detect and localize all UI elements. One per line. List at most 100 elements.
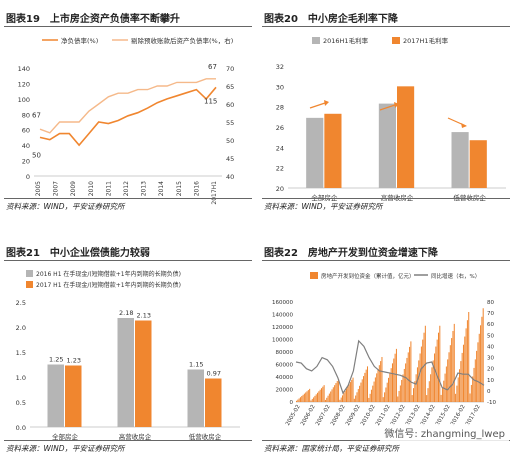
- bar: [47, 364, 64, 427]
- y-tick-label: 1.5: [16, 349, 26, 357]
- panel-debt-ratio: 图表19 上市房企资产负债率不断攀升 0 20 40 60 80 100 120 140 40 4…: [4, 8, 252, 218]
- y-tick-label: 80000: [276, 350, 294, 356]
- bar: [332, 387, 334, 402]
- bar: [326, 397, 328, 402]
- panel-title: 图表19 上市房企资产负债率不断攀升: [6, 14, 180, 25]
- bar: [407, 352, 409, 402]
- y-tick-label: 0.5: [16, 399, 26, 407]
- bar: [369, 393, 371, 402]
- panel-title: 图表21 中小企业偿债能力较弱: [6, 248, 150, 259]
- y-tick-label: 22: [276, 165, 284, 173]
- bar: [405, 363, 407, 402]
- legend-label: 房地产开发到位资金（累计值，亿元）: [321, 272, 415, 280]
- y2-tick-label: 30: [487, 356, 494, 362]
- bar: [306, 117, 324, 188]
- bar: [345, 388, 347, 402]
- data-label: 1.23: [67, 357, 81, 365]
- y-tick-label: 0: [26, 173, 30, 181]
- bar: [439, 325, 441, 402]
- bar: [348, 384, 350, 402]
- bar: [342, 395, 344, 402]
- y2-tick-label: 20: [487, 367, 494, 373]
- y-tick-label: 60: [22, 127, 30, 135]
- trend-arrowhead: [324, 100, 329, 106]
- legend-label: 2017H1毛利率: [403, 36, 449, 45]
- bar: [117, 318, 134, 427]
- legend-swatch: [26, 270, 33, 277]
- y-tick-label: 120000: [272, 325, 293, 331]
- bar: [359, 385, 361, 402]
- legend-label: 净负债率(%): [61, 36, 98, 45]
- panel-title-bar: 图表19 上市房企资产负债率不断攀升: [4, 8, 252, 27]
- panel-title-bar: 图表21 中小企业偿债能力较弱: [4, 242, 252, 261]
- y-tick-label: 1.0: [16, 374, 26, 382]
- bar: [311, 398, 313, 402]
- bar: [361, 379, 363, 402]
- bar: [378, 103, 396, 188]
- bar: [364, 372, 366, 402]
- bar: [376, 373, 378, 402]
- bar: [366, 366, 369, 402]
- bar: [445, 366, 447, 402]
- data-annotation: 115: [204, 97, 217, 105]
- y2-tick-label: 40: [487, 344, 494, 350]
- bar: [368, 397, 370, 402]
- bar: [335, 383, 337, 402]
- bar: [328, 393, 330, 402]
- bar: [374, 377, 376, 402]
- x-tick-label: 2013: [141, 181, 148, 196]
- bar: [380, 361, 382, 402]
- bar: [360, 382, 362, 402]
- y2-tick-label: 45: [226, 155, 234, 163]
- bar: [416, 367, 418, 402]
- bar: [310, 400, 312, 402]
- bar: [323, 385, 325, 402]
- bar: [478, 333, 480, 402]
- bar: [469, 140, 487, 188]
- bar: [476, 350, 478, 402]
- x-tick-label: 高营收房企: [381, 193, 414, 202]
- series-line: [39, 86, 217, 147]
- x-tick-label: 低营收房企: [189, 432, 222, 441]
- y-tick-label: 140: [18, 65, 30, 73]
- solvency-chart: 0.0 0.5 1.0 1.5 2.0 2.5 1.25 1.23 全部房企 2.18 2.13 高营…: [16, 270, 240, 441]
- bar: [466, 320, 468, 402]
- bar: [477, 342, 479, 402]
- bar: [457, 377, 459, 402]
- bar: [426, 395, 428, 402]
- bar: [418, 360, 420, 402]
- trend-arrowhead: [394, 102, 399, 108]
- bar: [313, 397, 315, 402]
- y-tick-label: 24: [276, 144, 284, 152]
- y-tick-label: 20: [276, 185, 284, 193]
- bar: [414, 381, 416, 402]
- x-tick-label: 2005: [35, 181, 42, 196]
- y2-tick-label: 70: [487, 311, 494, 317]
- bar: [351, 379, 353, 402]
- y-tick-label: 26: [276, 124, 284, 132]
- bar: [428, 381, 430, 402]
- bar: [309, 388, 311, 402]
- bar: [415, 374, 417, 402]
- bar: [399, 385, 401, 402]
- bar: [444, 373, 446, 402]
- y2-tick-label: 50: [226, 137, 234, 145]
- y-tick-label: 40000: [276, 375, 294, 381]
- source-note: 资料来源：WIND，平安证券研究所: [6, 202, 125, 211]
- bar: [448, 352, 450, 402]
- x-tick-label: 2015: [176, 181, 183, 196]
- bar: [377, 369, 379, 402]
- bar: [443, 380, 445, 402]
- bar: [297, 399, 299, 402]
- bar: [401, 379, 403, 402]
- bar: [330, 391, 332, 402]
- y2-tick-label: 60: [226, 101, 234, 109]
- series-line: [295, 339, 485, 395]
- legend-label: 2016 H1 在手现金/(短期借款+1年内到期的长期负债): [36, 270, 181, 278]
- data-annotation: 67: [208, 63, 217, 71]
- funding-chart: 0 20000 40000 60000 80000 100000 120000 140000 1…: [272, 272, 496, 427]
- bar: [420, 346, 422, 402]
- legend-swatch: [312, 37, 320, 44]
- legend-swatch: [392, 37, 400, 44]
- legend-swatch: [26, 281, 33, 288]
